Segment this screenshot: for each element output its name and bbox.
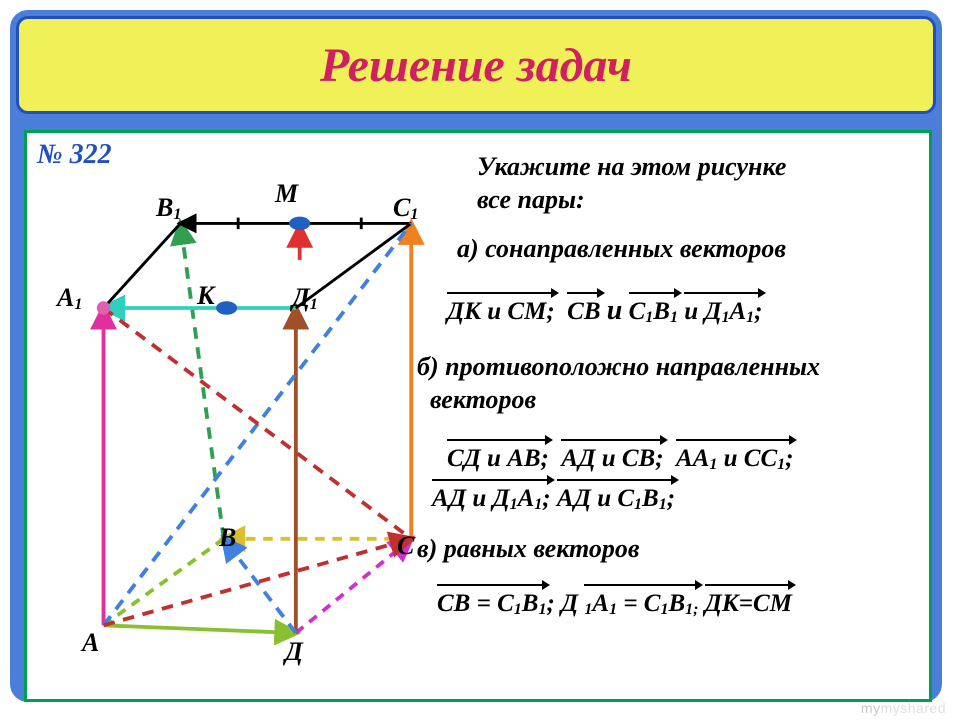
answer-a: ДК и СМ; CB и С1В1 и Д1А1;	[447, 293, 762, 328]
label-D1: Д1	[292, 283, 318, 313]
answer-b1: СД и АВ; АД и СВ; АА1 и СС1;	[447, 443, 793, 474]
label-K: К	[197, 281, 215, 311]
label-A1: А1	[57, 283, 82, 313]
label-A: А	[82, 628, 99, 658]
prompt: Укажите на этом рисункевсе пары:	[477, 151, 786, 216]
label-B: В	[219, 523, 236, 553]
label-D: Д	[285, 637, 303, 667]
answer-b2: АД и Д1А1; АД и С1В1;	[432, 483, 675, 514]
label-B1: В1	[156, 193, 181, 223]
watermark: mymyshared	[861, 700, 946, 716]
prism-diagram	[57, 183, 477, 683]
answer-c: CB = C1B1; Д 1A1 = C1B1; ДК=СМ	[437, 588, 792, 619]
label-C1: С1	[393, 193, 418, 223]
content-area: № 322	[24, 130, 932, 702]
problem-number: № 322	[37, 139, 112, 171]
section-a: а) сонаправленных векторов	[457, 233, 786, 266]
section-c: в) равных векторов	[417, 533, 640, 566]
title-banner: Решение задач	[16, 16, 936, 114]
label-C: С	[397, 531, 414, 561]
slide-title: Решение задач	[320, 38, 632, 93]
section-b: б) противоположно направленных векторов	[417, 351, 820, 416]
label-M: М	[275, 179, 298, 209]
